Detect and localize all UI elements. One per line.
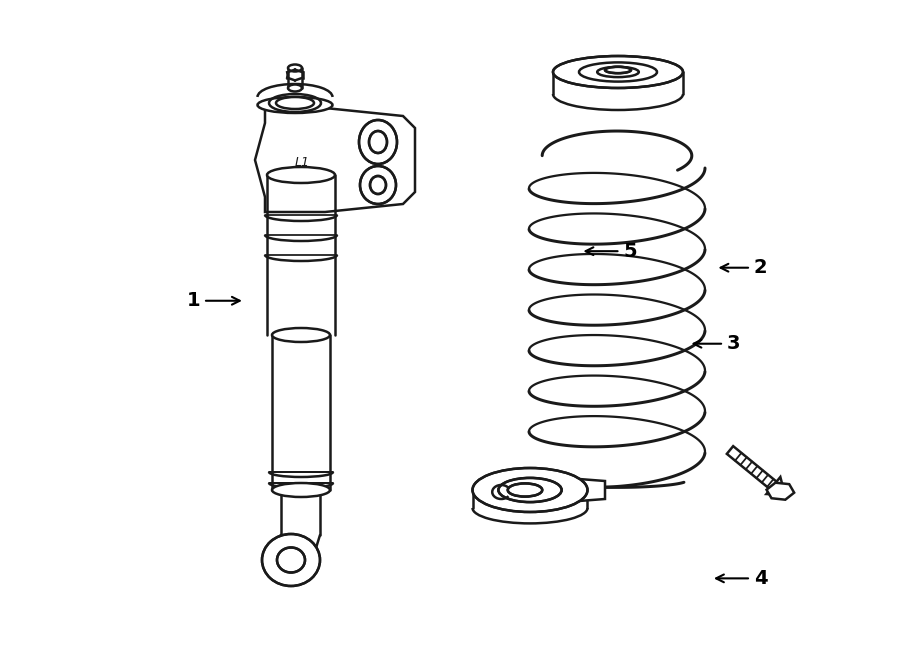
Ellipse shape <box>360 166 396 204</box>
Polygon shape <box>579 479 605 501</box>
Ellipse shape <box>272 328 330 342</box>
Polygon shape <box>727 446 785 495</box>
Ellipse shape <box>277 547 305 572</box>
Ellipse shape <box>499 478 562 502</box>
Ellipse shape <box>288 65 302 71</box>
Ellipse shape <box>369 131 387 153</box>
Text: 3: 3 <box>694 334 740 353</box>
Text: 5: 5 <box>586 242 637 260</box>
Ellipse shape <box>605 67 631 73</box>
Text: 2: 2 <box>721 258 768 277</box>
Ellipse shape <box>508 483 542 496</box>
Ellipse shape <box>257 97 332 113</box>
Text: 1: 1 <box>186 292 239 310</box>
Ellipse shape <box>267 167 335 183</box>
Ellipse shape <box>359 120 397 164</box>
Ellipse shape <box>276 97 314 109</box>
Ellipse shape <box>288 85 302 91</box>
Text: L1: L1 <box>295 157 310 169</box>
Ellipse shape <box>272 483 330 497</box>
Text: 4: 4 <box>716 569 768 588</box>
Ellipse shape <box>553 56 683 88</box>
Ellipse shape <box>262 534 320 586</box>
Polygon shape <box>255 108 415 212</box>
Ellipse shape <box>370 176 386 194</box>
Ellipse shape <box>472 468 588 512</box>
Polygon shape <box>767 483 794 500</box>
